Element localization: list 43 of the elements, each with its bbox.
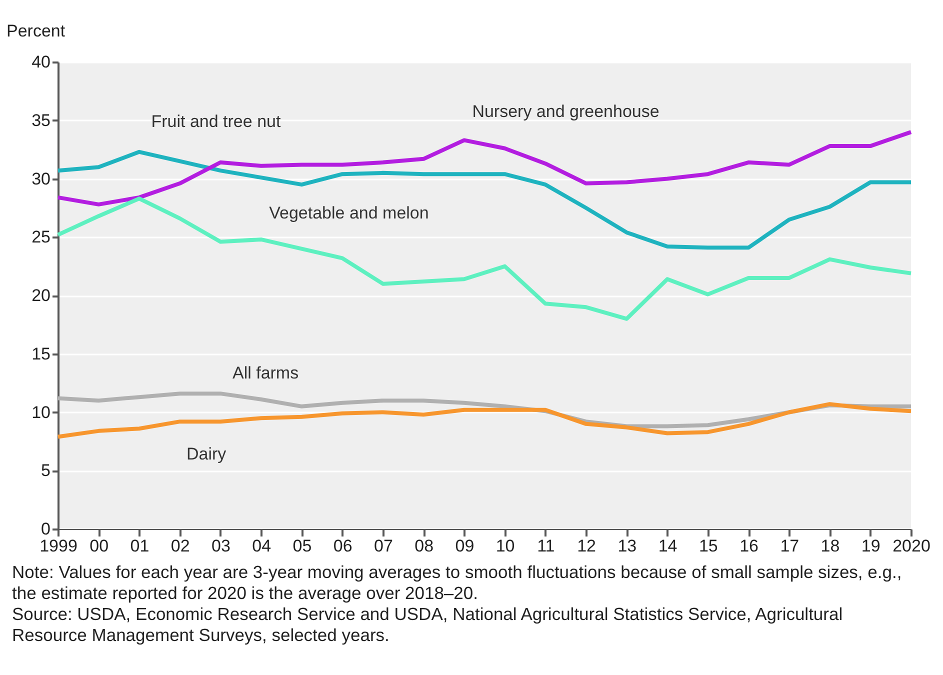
x-tick-label: 01 bbox=[130, 536, 150, 556]
series-label: Nursery and greenhouse bbox=[472, 102, 660, 122]
x-tick-label: 03 bbox=[212, 536, 230, 556]
series-label: Fruit and tree nut bbox=[151, 112, 281, 131]
x-tick-label: 12 bbox=[577, 536, 596, 556]
y-tick-label: 30 bbox=[32, 169, 50, 188]
source-note: Source: USDA, Economic Research Service and USDA, National Agricultural Statistics Service, Agricultural Resource Management Surveys, selected years. bbox=[12, 604, 844, 646]
y-tick-label: 25 bbox=[32, 228, 50, 247]
x-tick-label: 19 bbox=[861, 536, 880, 556]
x-tick-label: 18 bbox=[820, 536, 840, 556]
x-tick-label: 02 bbox=[170, 536, 190, 556]
x-tick-label: 05 bbox=[292, 536, 312, 556]
x-tick-label: 1999 bbox=[40, 536, 78, 556]
x-tick-label: 00 bbox=[90, 536, 109, 556]
x-tick-label: 2020 bbox=[892, 536, 930, 556]
x-tick-label: 09 bbox=[455, 536, 474, 556]
line-series bbox=[56, 402, 913, 439]
y-axis-title: Percent bbox=[6, 22, 66, 40]
y-tick-label: 10 bbox=[32, 402, 50, 422]
y-tick-label: 20 bbox=[32, 286, 50, 305]
x-tick-label: 04 bbox=[252, 536, 272, 556]
line-series bbox=[56, 150, 913, 250]
series-label: Vegetable and melon bbox=[269, 203, 429, 222]
x-tick-label: 14 bbox=[658, 536, 678, 556]
y-tick-label: 0 bbox=[41, 520, 50, 538]
y-tick-label: 15 bbox=[32, 344, 50, 364]
series-label: All farms bbox=[232, 364, 299, 383]
x-tick-label: 07 bbox=[374, 536, 393, 556]
y-tick-label: 5 bbox=[41, 461, 50, 480]
y-tick-label: 40 bbox=[32, 52, 50, 72]
x-tick-label: 10 bbox=[496, 536, 515, 556]
x-tick-label: 13 bbox=[618, 536, 637, 556]
x-tick-label: 11 bbox=[537, 536, 555, 556]
x-tick-label: 16 bbox=[740, 536, 758, 556]
line-series bbox=[56, 130, 913, 206]
x-tick-label: 17 bbox=[780, 536, 800, 556]
x-tick-label: 06 bbox=[333, 536, 352, 556]
x-tick-label: 08 bbox=[414, 536, 434, 556]
series-label: Dairy bbox=[186, 444, 227, 464]
line-series bbox=[56, 196, 913, 321]
x-tick-label: 15 bbox=[698, 536, 718, 556]
y-tick-label: 35 bbox=[32, 110, 50, 130]
text: Note: Values for each year are 3-year moving averages to smooth fluctuations because of small sample sizes, e.g., the estimate reported for 2020 is the average over 2018–20. bbox=[12, 562, 903, 604]
